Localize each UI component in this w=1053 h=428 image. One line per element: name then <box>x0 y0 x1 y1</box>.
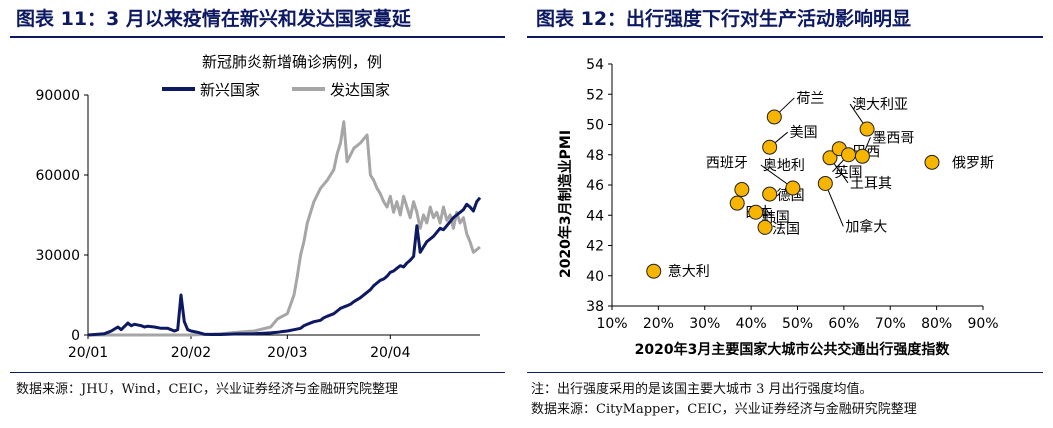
scatter-point-label: 美国 <box>790 125 818 141</box>
scatter-x-tick-label: 40% <box>736 316 767 332</box>
scatter-y-tick-label: 54 <box>586 57 604 73</box>
left-title-rule <box>10 36 505 38</box>
right-title-rule <box>527 36 1043 38</box>
series-line-emerging <box>87 196 482 337</box>
scatter-point-label: 澳大利亚 <box>852 97 908 113</box>
scatter-y-tick-label: 38 <box>586 299 604 315</box>
scatter-point-label: 土耳其 <box>850 176 892 192</box>
scatter-point <box>762 139 778 155</box>
scatter-x-tick-label: 60% <box>828 316 859 332</box>
left-x-tick-label: 20/02 <box>171 345 211 361</box>
left-panel-title: 图表 11：3 月以来疫情在新兴和发达国家蔓延 <box>16 8 411 30</box>
scatter-point <box>817 175 833 191</box>
scatter-point <box>748 204 764 220</box>
legend-developed-label: 发达国家 <box>330 81 390 99</box>
right-axes: 38 40 42 44 46 48 50 52 54 10% 20% 30% 40% 50% 60% 70% 8… <box>586 57 998 332</box>
scatter-y-tick-label: 44 <box>586 208 604 224</box>
scatter-y-tick-label: 50 <box>586 118 604 134</box>
legend-developed: 发达国家 <box>292 81 390 99</box>
scatter-x-tick-label: 20% <box>643 316 674 332</box>
scatter-point <box>785 180 801 196</box>
scatter-point-label: 英国 <box>835 164 863 181</box>
left-source: 数据来源：JHU，Wind，CEIC，兴业证券经济与金融研究院整理 <box>16 382 399 397</box>
left-x-tick-label: 20/04 <box>370 345 410 361</box>
left-x-tick-label: 20/03 <box>267 345 307 361</box>
right-scatter-chart: 2020年3月主要国家大城市公共交通出行强度指数 2020年3月制造业PMI 3… <box>557 57 999 358</box>
left-series <box>87 120 482 337</box>
scatter-point <box>734 182 750 198</box>
right-source: 数据来源：CityMapper，CEIC，兴业证券经济与金融研究院整理 <box>531 402 917 417</box>
left-chart-title: 新冠肺炎新增确诊病例，例 <box>202 53 382 71</box>
right-panel-title: 图表 12：出行强度下行对生产活动影响明显 <box>536 8 912 30</box>
scatter-point <box>766 109 782 125</box>
right-points: 意大利西班牙日本韩国法国德国荷兰美国奥地利加拿大土耳其巴西澳大利亚墨西哥英国俄罗… <box>646 91 994 280</box>
scatter-point <box>646 263 662 279</box>
scatter-point <box>729 195 745 211</box>
scatter-point-label: 加拿大 <box>845 218 887 235</box>
left-y-tick-label: 30000 <box>35 248 80 264</box>
scatter-point-label: 西班牙 <box>706 156 748 172</box>
scatter-point <box>822 150 838 166</box>
left-axes: 0 30000 60000 90000 20/01 20/02 20/03 20/04 <box>35 88 480 361</box>
scatter-x-tick-label: 50% <box>782 316 813 332</box>
left-x-tick-label: 20/01 <box>68 345 108 361</box>
scatter-point <box>854 148 870 164</box>
scatter-y-tick-label: 46 <box>586 178 604 194</box>
scatter-x-tick-label: 70% <box>875 316 906 332</box>
scatter-point <box>924 154 940 170</box>
scatter-point <box>859 121 875 137</box>
right-bottom-rule <box>527 372 1043 373</box>
left-line-chart: 新冠肺炎新增确诊病例，例 新兴国家 发达国家 0 30000 60000 90000 2… <box>35 53 482 361</box>
scatter-point-label: 法国 <box>772 221 800 237</box>
left-y-tick-label: 0 <box>71 328 80 344</box>
scatter-y-tick-label: 42 <box>586 239 604 255</box>
scatter-point-label: 墨西哥 <box>872 130 914 146</box>
left-bottom-rule <box>10 372 505 373</box>
left-y-tick-label: 60000 <box>35 168 80 184</box>
scatter-x-tick-label: 90% <box>967 316 998 332</box>
scatter-point-label: 俄罗斯 <box>952 155 994 171</box>
point-leader-line <box>824 183 844 227</box>
series-line-developed <box>88 120 481 337</box>
scatter-point-label: 意大利 <box>668 263 710 280</box>
scatter-point-label: 荷兰 <box>796 91 824 107</box>
legend-emerging: 新兴国家 <box>162 81 260 99</box>
scatter-point <box>841 147 857 163</box>
scatter-point <box>757 219 773 235</box>
scatter-y-tick-label: 52 <box>586 87 604 103</box>
legend-emerging-label: 新兴国家 <box>200 81 260 99</box>
scatter-x-tick-label: 30% <box>689 316 720 332</box>
scatter-ylabel: 2020年3月制造业PMI <box>557 130 574 278</box>
scatter-y-tick-label: 40 <box>586 269 604 285</box>
scatter-x-tick-label: 10% <box>596 316 627 332</box>
scatter-point-label: 奥地利 <box>763 157 805 174</box>
right-note: 注：出行强度采用的是该国主要大城市 3 月出行强度均值。 <box>531 382 873 397</box>
scatter-y-tick-label: 48 <box>586 148 604 164</box>
left-y-tick-label: 90000 <box>35 88 80 104</box>
scatter-xlabel: 2020年3月主要国家大城市公共交通出行强度指数 <box>635 341 951 358</box>
scatter-point <box>762 186 778 202</box>
scatter-x-tick-label: 80% <box>921 316 952 332</box>
